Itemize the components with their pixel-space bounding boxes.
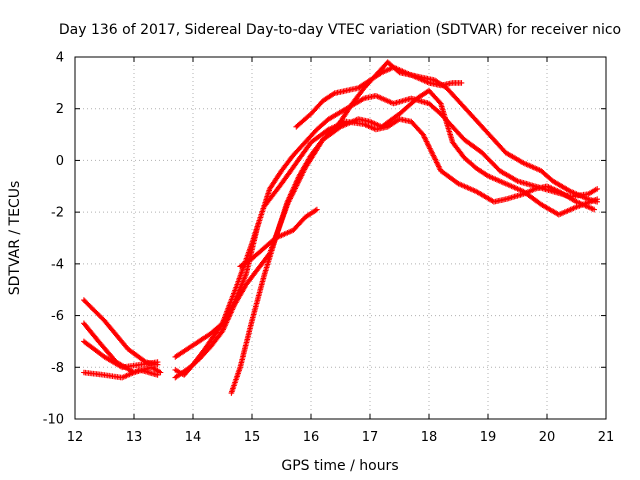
y-tick-label: -2 (51, 206, 64, 221)
x-tick-label: 13 (126, 430, 143, 445)
y-tick-label: -4 (51, 257, 64, 272)
plot-frame (74, 56, 607, 420)
x-tick-label: 15 (244, 430, 261, 445)
x-tick-label: 19 (480, 430, 497, 445)
y-axis-label: SDTVAR / TECUs (7, 181, 23, 296)
y-tick-label: 0 (56, 154, 64, 169)
series-track-5 (172, 116, 597, 378)
data-marks (81, 59, 600, 396)
x-tick-label: 18 (421, 430, 438, 445)
x-tick-label: 14 (185, 430, 202, 445)
x-tick-labels: 12 13 14 15 16 17 18 19 20 21 (67, 430, 615, 445)
chart-title: Day 136 of 2017, Sidereal Day-to-day VTE… (59, 22, 621, 38)
y-tick-labels: -10 -8 -6 -4 -2 0 2 4 (43, 51, 64, 428)
x-tick-label: 16 (303, 430, 320, 445)
x-tick-label: 20 (539, 430, 556, 445)
y-tick-label: -10 (43, 413, 64, 428)
series-track-1 (81, 297, 161, 368)
plus-markers (172, 116, 597, 378)
plus-markers (237, 206, 320, 270)
series-track-8 (228, 59, 600, 396)
plus-markers (172, 93, 600, 360)
grid-lines (75, 57, 606, 419)
plus-markers (81, 338, 161, 371)
plus-markers (81, 297, 161, 368)
y-tick-label: -6 (51, 309, 64, 324)
series-track-6 (172, 93, 600, 360)
x-tick-label: 12 (67, 430, 84, 445)
series-track-7 (172, 87, 600, 381)
axis-ticks (74, 56, 607, 420)
series-track-10 (293, 64, 465, 130)
series-track-3 (81, 338, 161, 371)
plus-markers (172, 87, 600, 381)
y-tick-label: 2 (56, 102, 64, 117)
series-track-4 (81, 367, 161, 381)
plus-markers (293, 64, 465, 130)
plus-markers (81, 367, 161, 381)
plus-markers (228, 59, 600, 396)
y-tick-label: -8 (51, 361, 64, 376)
x-tick-label: 21 (598, 430, 615, 445)
x-tick-label: 17 (362, 430, 379, 445)
series-track-9 (237, 206, 320, 270)
y-tick-label: 4 (56, 51, 64, 66)
x-axis-label: GPS time / hours (281, 458, 398, 474)
